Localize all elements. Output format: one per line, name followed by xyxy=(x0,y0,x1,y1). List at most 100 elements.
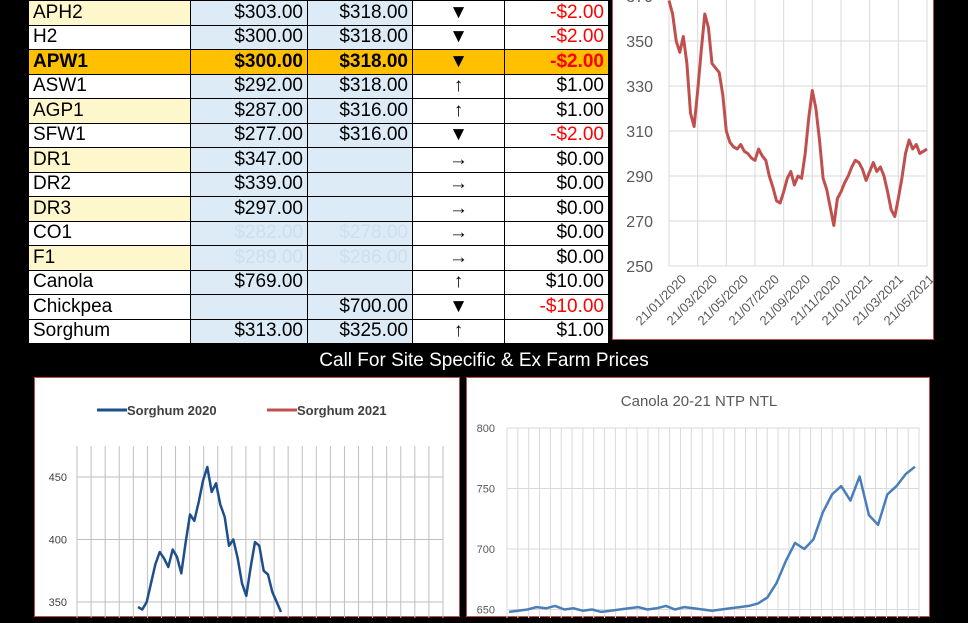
chart-title: Canola 20-21 NTP NTL xyxy=(621,393,777,410)
bid-2-cell: $318.00 xyxy=(307,49,413,75)
trend-cell: → xyxy=(412,196,505,222)
change-cell: -$10.00 xyxy=(504,294,609,320)
bid-1-cell: $339.00 xyxy=(190,171,308,197)
price-table: APH2 $303.00 $318.00 ▼ -$2.00 H2 $300.00 $318.0… xyxy=(28,0,609,344)
price-history-chart: 25027029031033035037021/01/202021/03/202… xyxy=(612,0,937,340)
bid-1-cell: $297.00 xyxy=(190,196,308,222)
grade-cell: APH2 xyxy=(28,0,191,26)
right-arrow-icon: → xyxy=(449,173,468,195)
bid-2-cell: $318.00 xyxy=(307,0,413,26)
bid-2-cell xyxy=(307,147,413,173)
y-tick-label: 800 xyxy=(477,423,495,435)
y-tick-label: 350 xyxy=(626,34,653,51)
trend-cell: ▼ xyxy=(412,0,505,26)
bid-1-cell: $277.00 xyxy=(190,122,308,148)
right-arrow-icon: → xyxy=(449,148,468,170)
sorghum-2020-line xyxy=(137,465,283,613)
bid-1-cell: $300.00 xyxy=(190,24,308,50)
trend-cell: → xyxy=(412,147,505,173)
price-row-sfw1: SFW1 $277.00 $316.00 ▼ -$2.00 xyxy=(28,122,609,148)
y-tick-label: 700 xyxy=(477,544,495,556)
down-triangle-icon: ▼ xyxy=(449,124,468,146)
trend-cell: ↑ xyxy=(412,73,505,99)
bid-1-cell: $287.00 xyxy=(190,98,308,124)
y-tick-label: 330 xyxy=(626,79,653,96)
change-cell: $1.00 xyxy=(504,73,609,99)
price-row-co1: CO1 $282.00 $278.00 → $0.00 xyxy=(28,220,609,246)
price-row-chickpea: Chickpea $700.00 ▼ -$10.00 xyxy=(28,294,609,320)
change-cell: -$2.00 xyxy=(504,0,609,26)
trend-cell: ▼ xyxy=(412,24,505,50)
grade-cell: AGP1 xyxy=(28,98,191,124)
grade-cell: DR1 xyxy=(28,147,191,173)
change-cell: $0.00 xyxy=(504,147,609,173)
y-tick-label: 290 xyxy=(626,169,653,186)
price-row-apw1: APW1 $300.00 $318.00 ▼ -$2.00 xyxy=(28,49,609,75)
trend-cell: ↑ xyxy=(412,98,505,124)
change-cell: $1.00 xyxy=(504,98,609,124)
y-tick-label: 270 xyxy=(626,214,653,231)
price-table-body: APH2 $303.00 $318.00 ▼ -$2.00 H2 $300.00 $318.0… xyxy=(28,0,609,344)
bid-1-cell: $313.00 xyxy=(190,318,308,344)
bid-1-cell: $347.00 xyxy=(190,147,308,173)
bid-1-cell: $292.00 xyxy=(190,73,308,99)
canola-chart: Canola 20-21 NTP NTL 800 750 700 650 xyxy=(466,377,930,618)
bid-2-cell: $325.00 xyxy=(307,318,413,344)
grade-cell: Sorghum xyxy=(28,318,191,344)
price-row-aph2: APH2 $303.00 $318.00 ▼ -$2.00 xyxy=(28,0,609,26)
bid-2-cell: $318.00 xyxy=(307,24,413,50)
change-cell: -$2.00 xyxy=(504,122,609,148)
bid-2-cell: $316.00 xyxy=(307,122,413,148)
bid-1-cell: $300.00 xyxy=(190,49,308,75)
grade-cell: APW1 xyxy=(28,49,191,75)
price-row-canola: Canola $769.00 ↑ $10.00 xyxy=(28,269,609,295)
down-triangle-icon: ▼ xyxy=(449,26,468,48)
down-triangle-icon: ▼ xyxy=(449,295,468,317)
trend-cell: → xyxy=(412,220,505,246)
down-triangle-icon: ▼ xyxy=(449,1,468,23)
up-arrow-icon: ↑ xyxy=(453,271,464,293)
y-tick-label: 350 xyxy=(49,597,67,609)
right-arrow-icon: → xyxy=(449,197,468,219)
y-tick-label: 250 xyxy=(626,259,653,276)
bid-2-cell: $286.00 xyxy=(307,245,413,271)
change-cell: $10.00 xyxy=(504,269,609,295)
down-triangle-icon: ▼ xyxy=(449,50,468,72)
trend-cell: → xyxy=(412,171,505,197)
grade-cell: Chickpea xyxy=(28,294,191,320)
y-tick-label: 650 xyxy=(477,605,495,617)
up-arrow-icon: ↑ xyxy=(453,99,464,121)
trend-cell: ↑ xyxy=(412,318,505,344)
grade-cell: ASW1 xyxy=(28,73,191,99)
bid-2-cell: $278.00 xyxy=(307,220,413,246)
y-tick-label: 750 xyxy=(477,484,495,496)
grade-cell: DR3 xyxy=(28,196,191,222)
up-arrow-icon: ↑ xyxy=(453,75,464,97)
y-tick-label: 400 xyxy=(49,535,67,547)
sorghum-chart-svg: Sorghum 2020 Sorghum 2021 450 400 350 xyxy=(49,403,444,618)
price-row-sorghum: Sorghum $313.00 $325.00 ↑ $1.00 xyxy=(28,318,609,344)
trend-cell: → xyxy=(412,245,505,271)
legend-label: Sorghum 2021 xyxy=(297,403,387,418)
right-arrow-icon: → xyxy=(449,222,468,244)
grade-cell: Canola xyxy=(28,269,191,295)
trend-cell: ▼ xyxy=(412,294,505,320)
y-tick-label: 370 xyxy=(626,0,653,6)
change-cell: -$2.00 xyxy=(504,24,609,50)
bid-2-cell xyxy=(307,196,413,222)
price-series-line xyxy=(667,0,928,227)
change-cell: -$2.00 xyxy=(504,49,609,75)
price-history-chart-svg: 25027029031033035037021/01/202021/03/202… xyxy=(626,0,937,328)
bid-2-cell: $316.00 xyxy=(307,98,413,124)
bid-1-cell: $289.00 xyxy=(190,245,308,271)
bid-2-cell xyxy=(307,269,413,295)
right-arrow-icon: → xyxy=(449,246,468,268)
y-tick-label: 310 xyxy=(626,124,653,141)
change-cell: $0.00 xyxy=(504,220,609,246)
grade-cell: DR2 xyxy=(28,171,191,197)
price-row-dr2: DR2 $339.00 → $0.00 xyxy=(28,171,609,197)
sorghum-comparison-chart: Sorghum 2020 Sorghum 2021 450 400 350 xyxy=(34,377,460,618)
bid-1-cell: $303.00 xyxy=(190,0,308,26)
price-row-agp1: AGP1 $287.00 $316.00 ↑ $1.00 xyxy=(28,98,609,124)
change-cell: $0.00 xyxy=(504,196,609,222)
